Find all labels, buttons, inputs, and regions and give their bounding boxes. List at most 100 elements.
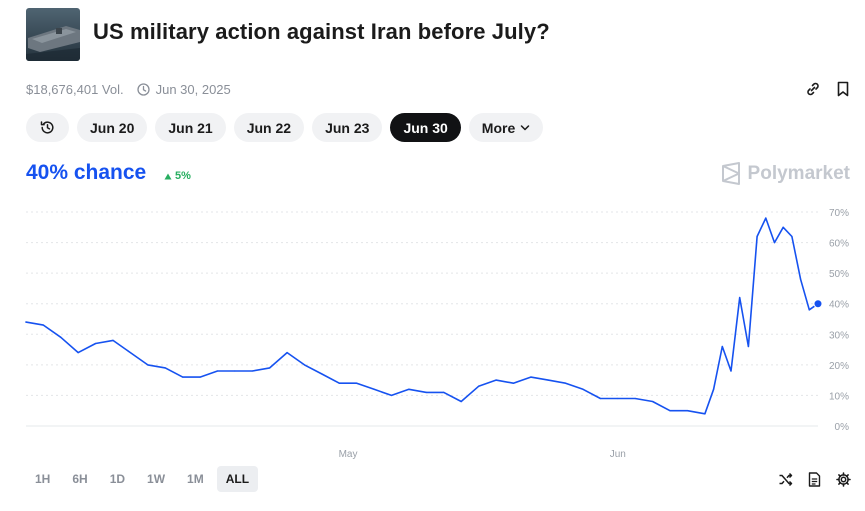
data-point — [582, 388, 584, 390]
data-point — [390, 394, 393, 397]
data-point — [303, 364, 306, 366]
data-point — [269, 367, 271, 369]
data-point — [791, 235, 793, 238]
y-tick-label: 70% — [829, 208, 849, 219]
market-thumbnail — [26, 8, 80, 61]
data-point — [60, 336, 62, 338]
data-point — [512, 382, 514, 384]
time-range-bar: 1H 6H 1D 1W 1M ALL — [26, 466, 259, 492]
bookmark-icon[interactable] — [835, 80, 851, 98]
data-point — [704, 413, 706, 415]
data-point — [477, 385, 480, 387]
data-point — [164, 367, 166, 369]
range-1d[interactable]: 1D — [109, 472, 126, 486]
y-tick-label: 50% — [829, 269, 849, 280]
data-point — [373, 388, 375, 390]
range-6h[interactable]: 6H — [72, 472, 88, 486]
aircraft-carrier-image — [26, 8, 80, 61]
date-pill-jun-20[interactable]: Jun 20 — [77, 113, 148, 142]
data-point — [42, 324, 45, 326]
data-point — [286, 352, 288, 354]
y-tick-label: 40% — [829, 300, 849, 311]
data-point — [408, 388, 410, 390]
chevron-down-icon — [520, 124, 530, 131]
data-point — [739, 297, 741, 299]
range-all[interactable]: ALL — [216, 466, 259, 492]
data-point — [756, 235, 758, 238]
x-tick-label: May — [339, 449, 358, 460]
y-tick-label: 60% — [829, 239, 849, 250]
y-tick-label: 20% — [829, 361, 849, 372]
gear-icon[interactable] — [835, 471, 851, 487]
data-point — [565, 382, 567, 384]
chance-headline: 40% chance — [26, 161, 147, 184]
more-label: More — [481, 119, 516, 136]
data-point — [216, 370, 219, 372]
history-icon — [40, 120, 55, 135]
data-point — [686, 410, 689, 412]
data-point — [77, 352, 79, 354]
data-point — [669, 410, 671, 412]
data-point — [712, 388, 715, 390]
y-tick-label: 0% — [835, 422, 850, 433]
x-tick-label: Jun — [610, 449, 626, 460]
data-point — [652, 400, 654, 403]
data-point — [808, 309, 810, 311]
change-value: 5% — [175, 170, 191, 182]
data-point — [443, 391, 445, 393]
more-dropdown[interactable]: More — [468, 113, 544, 142]
data-point — [25, 321, 27, 323]
data-point — [460, 400, 462, 403]
history-button[interactable] — [26, 113, 69, 142]
y-tick-label: 30% — [829, 330, 849, 341]
data-point — [634, 397, 636, 400]
end-date-text: Jun 30, 2025 — [155, 82, 231, 97]
y-tick-label: 10% — [829, 391, 849, 402]
link-icon[interactable] — [805, 80, 821, 98]
data-point — [129, 352, 132, 354]
market-title: US military action against Iran before J… — [93, 19, 550, 44]
volume-text: $18,676,401 Vol. — [26, 82, 124, 97]
probability-chart: 0% 10% 20% 30% 40% 50% 60% 70% May Jun — [25, 208, 850, 460]
data-point — [782, 226, 784, 228]
date-pill-jun-23[interactable]: Jun 23 — [312, 113, 383, 142]
date-pill-jun-21[interactable]: Jun 21 — [155, 113, 226, 142]
date-pill-jun-30[interactable]: Jun 30 — [390, 113, 461, 142]
data-point — [765, 217, 767, 219]
range-1w[interactable]: 1W — [147, 472, 166, 486]
data-point — [730, 370, 732, 372]
data-point — [356, 382, 358, 384]
polymarket-icon — [721, 162, 741, 185]
data-point — [321, 373, 323, 375]
document-icon[interactable] — [806, 471, 822, 487]
current-value-marker[interactable] — [813, 299, 823, 309]
data-point — [234, 370, 236, 372]
chart-actions — [777, 471, 851, 487]
data-point — [495, 379, 497, 381]
data-point — [95, 342, 97, 345]
shuffle-icon[interactable] — [777, 471, 793, 487]
range-1m[interactable]: 1M — [187, 472, 204, 486]
polymarket-logo: Polymarket — [721, 162, 850, 185]
date-pill-jun-22[interactable]: Jun 22 — [233, 113, 305, 142]
data-point — [147, 364, 149, 366]
header-actions — [805, 80, 851, 98]
data-point — [799, 278, 802, 280]
data-point — [338, 382, 340, 384]
data-point — [182, 376, 184, 378]
data-point — [425, 391, 427, 393]
series-line — [25, 217, 819, 415]
date-pill-bar: Jun 20 Jun 21 Jun 22 Jun 23 Jun 30 More — [26, 113, 544, 142]
data-point — [721, 345, 723, 348]
data-point — [599, 397, 602, 400]
data-point — [617, 397, 619, 400]
clock-icon — [136, 83, 150, 96]
triangle-up-icon — [164, 173, 172, 180]
data-point — [199, 376, 201, 378]
data-point — [251, 370, 253, 372]
data-point — [773, 241, 776, 244]
data-point — [547, 379, 549, 381]
brand-name: Polymarket — [747, 162, 850, 184]
data-point — [747, 345, 749, 348]
range-1h[interactable]: 1H — [35, 472, 51, 486]
